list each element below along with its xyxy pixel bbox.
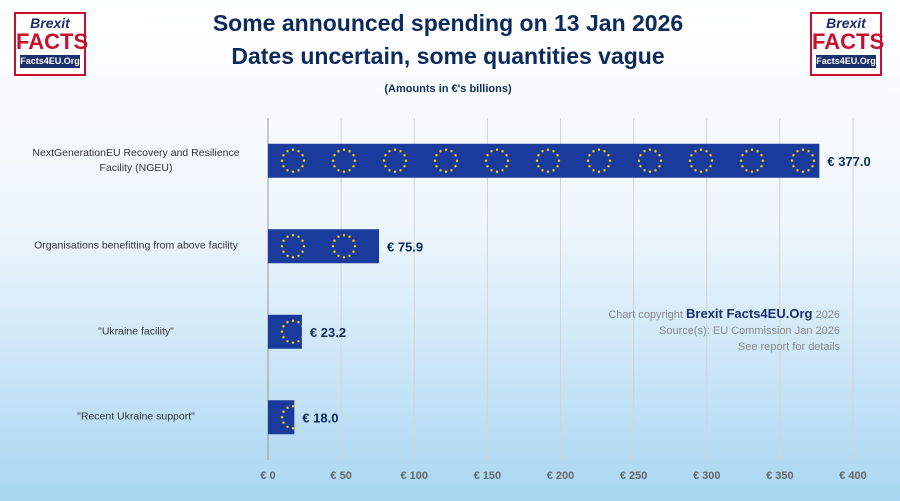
bar bbox=[268, 314, 302, 349]
logo-text: Facts4EU.Org bbox=[816, 55, 876, 68]
value-label: € 75.9 bbox=[387, 239, 423, 254]
logo: Brexit FACTS Facts4EU.Org bbox=[14, 12, 89, 76]
logo-text: Brexit bbox=[826, 15, 866, 31]
x-tick-label: € 50 bbox=[330, 470, 351, 482]
x-tick-label: € 0 bbox=[260, 470, 275, 482]
credit-text: 2026 bbox=[815, 309, 840, 321]
y-tick-label: "Recent Ukraine support" bbox=[77, 410, 195, 423]
value-label: € 18.0 bbox=[302, 410, 338, 425]
value-label: € 23.2 bbox=[310, 325, 346, 340]
logo-text: FACTS bbox=[16, 29, 89, 54]
x-tick-label: € 200 bbox=[547, 470, 575, 482]
chart-subtitle: (Amounts in €'s billions) bbox=[384, 83, 512, 95]
bar bbox=[268, 143, 820, 178]
logo-text: Brexit bbox=[30, 15, 70, 31]
chart-title: Some announced spending on 13 Jan 2026 bbox=[213, 10, 683, 36]
value-label: € 377.0 bbox=[827, 154, 870, 169]
x-tick-label: € 400 bbox=[839, 470, 867, 482]
bar bbox=[268, 400, 295, 435]
logo-text: Facts4EU.Org bbox=[20, 55, 80, 68]
x-tick-label: € 250 bbox=[620, 470, 648, 482]
bar bbox=[268, 229, 380, 264]
x-tick-label: € 350 bbox=[766, 470, 794, 482]
x-tick-label: € 300 bbox=[693, 470, 721, 482]
x-tick-label: € 150 bbox=[474, 470, 502, 482]
logo: Brexit FACTS Facts4EU.Org bbox=[810, 12, 885, 76]
credit-text: Chart copyright bbox=[608, 309, 683, 321]
credit-note: See report for details bbox=[737, 341, 840, 353]
logo-text: FACTS bbox=[812, 29, 885, 54]
credit-brand: Brexit Facts4EU.Org bbox=[686, 306, 813, 321]
x-tick-label: € 100 bbox=[400, 470, 428, 482]
y-tick-label: NextGenerationEU Recovery and Resilience… bbox=[32, 146, 240, 174]
credit-source: Source(s): EU Commission Jan 2026 bbox=[659, 325, 840, 337]
y-tick-label: Organisations benefitting from above fac… bbox=[34, 239, 238, 252]
chart-title: Dates uncertain, some quantities vague bbox=[231, 43, 664, 69]
y-tick-label: "Ukraine facility" bbox=[98, 325, 174, 338]
credit: Chart copyright Brexit Facts4EU.Org 2026 bbox=[608, 306, 840, 323]
